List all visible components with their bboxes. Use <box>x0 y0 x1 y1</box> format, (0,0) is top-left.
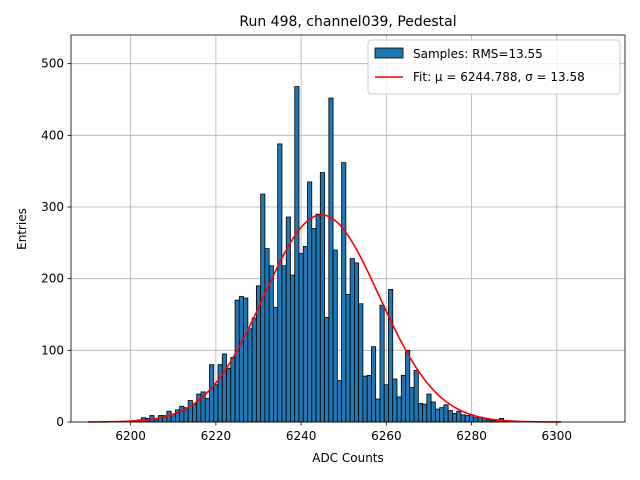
chart-title: Run 498, channel039, Pedestal <box>239 14 456 30</box>
histogram-bar <box>238 296 244 423</box>
histogram-bar <box>439 407 445 423</box>
histogram-bar <box>192 403 198 423</box>
x-tick-label: 6300 <box>542 429 573 443</box>
legend-histogram-label: Samples: RMS=13.55 <box>413 47 543 61</box>
y-tick-label: 400 <box>41 128 64 142</box>
legend: Samples: RMS=13.55 Fit: μ = 6244.788, σ … <box>367 39 621 95</box>
histogram-bar <box>179 405 185 423</box>
histogram-bar <box>230 357 236 423</box>
legend-fit-label: Fit: μ = 6244.788, σ = 13.58 <box>413 70 585 84</box>
y-axis-label: Entries <box>15 208 29 250</box>
x-axis-label: ADC Counts <box>312 451 384 465</box>
histogram-bar <box>358 303 364 423</box>
histogram-bar <box>264 248 270 423</box>
histogram-bar <box>375 398 381 423</box>
histogram-bar <box>319 172 325 423</box>
histogram-bar <box>366 375 372 423</box>
histogram-bar <box>268 265 274 423</box>
histogram-bar <box>452 412 458 423</box>
histogram-bar <box>332 249 338 423</box>
y-tick-label: 500 <box>41 57 64 71</box>
histogram-bar <box>413 369 419 423</box>
histogram-bar <box>247 328 253 423</box>
histogram-bar <box>221 353 227 423</box>
plot-frame <box>70 34 626 423</box>
histogram-bar <box>187 400 193 423</box>
histogram-bar <box>315 213 321 423</box>
histogram-bar <box>281 265 287 423</box>
histogram-bar <box>362 375 368 423</box>
histogram-bar <box>405 349 411 423</box>
histogram-bar <box>430 401 436 423</box>
histogram-bar <box>400 375 406 423</box>
histogram-bar <box>345 294 351 423</box>
histogram-bar <box>349 258 355 423</box>
histogram-bar <box>417 402 423 423</box>
histogram-bar <box>153 418 159 423</box>
histogram-bar <box>204 397 210 423</box>
histogram-bar <box>383 384 389 423</box>
histogram-bar <box>341 162 347 423</box>
histogram-bar <box>226 367 232 423</box>
histogram-bars <box>132 86 509 423</box>
histogram-bar <box>379 304 385 423</box>
x-tick-label: 6220 <box>201 429 232 443</box>
histogram-bar <box>473 417 479 423</box>
y-tick-label: 100 <box>41 343 64 357</box>
histogram-bar <box>336 380 343 423</box>
histogram-bar <box>371 346 377 423</box>
histogram-bar <box>302 246 308 423</box>
histogram-bar <box>260 193 266 423</box>
histogram-bar <box>426 393 432 423</box>
y-tick-label: 0 <box>56 415 64 429</box>
histogram-bar <box>422 403 428 423</box>
histogram-bar <box>396 396 402 423</box>
histogram-bar <box>294 86 300 423</box>
legend-frame <box>367 39 621 95</box>
histogram-bar <box>392 378 398 423</box>
histogram-bar <box>209 364 215 423</box>
histogram-bar <box>353 262 360 423</box>
histogram-bar <box>447 410 453 423</box>
axis-ticks: 6200 6220 6240 6260 6280 6300 0 100 200 300 400 500 <box>41 57 572 443</box>
histogram-bar <box>311 228 317 423</box>
histogram-bar <box>217 364 223 423</box>
histogram-bar <box>456 410 462 423</box>
histogram-bar <box>213 384 219 423</box>
histogram-bar <box>434 408 441 423</box>
histogram-bar <box>234 299 240 423</box>
histogram-bar <box>328 97 334 423</box>
x-tick-label: 6280 <box>456 429 487 443</box>
histogram-bar <box>277 143 283 423</box>
x-tick-label: 6260 <box>371 429 402 443</box>
histogram-bar <box>464 415 470 423</box>
histogram-bar <box>290 274 296 423</box>
x-tick-label: 6200 <box>115 429 146 443</box>
legend-histogram-swatch <box>374 47 404 59</box>
histogram-bar <box>243 297 249 423</box>
histogram-bar <box>409 387 415 423</box>
y-tick-label: 200 <box>41 272 64 286</box>
histogram-bar <box>298 253 304 423</box>
histogram-bar <box>324 316 330 423</box>
fit-curve <box>88 214 562 423</box>
fit-curve-group <box>88 214 562 423</box>
histogram-bar <box>388 289 394 423</box>
y-tick-label: 300 <box>41 200 64 214</box>
histogram-bar <box>443 404 449 423</box>
histogram-bar <box>273 306 279 423</box>
x-tick-label: 6240 <box>286 429 317 443</box>
histogram-bar <box>460 414 466 423</box>
histogram-bar <box>251 317 257 423</box>
